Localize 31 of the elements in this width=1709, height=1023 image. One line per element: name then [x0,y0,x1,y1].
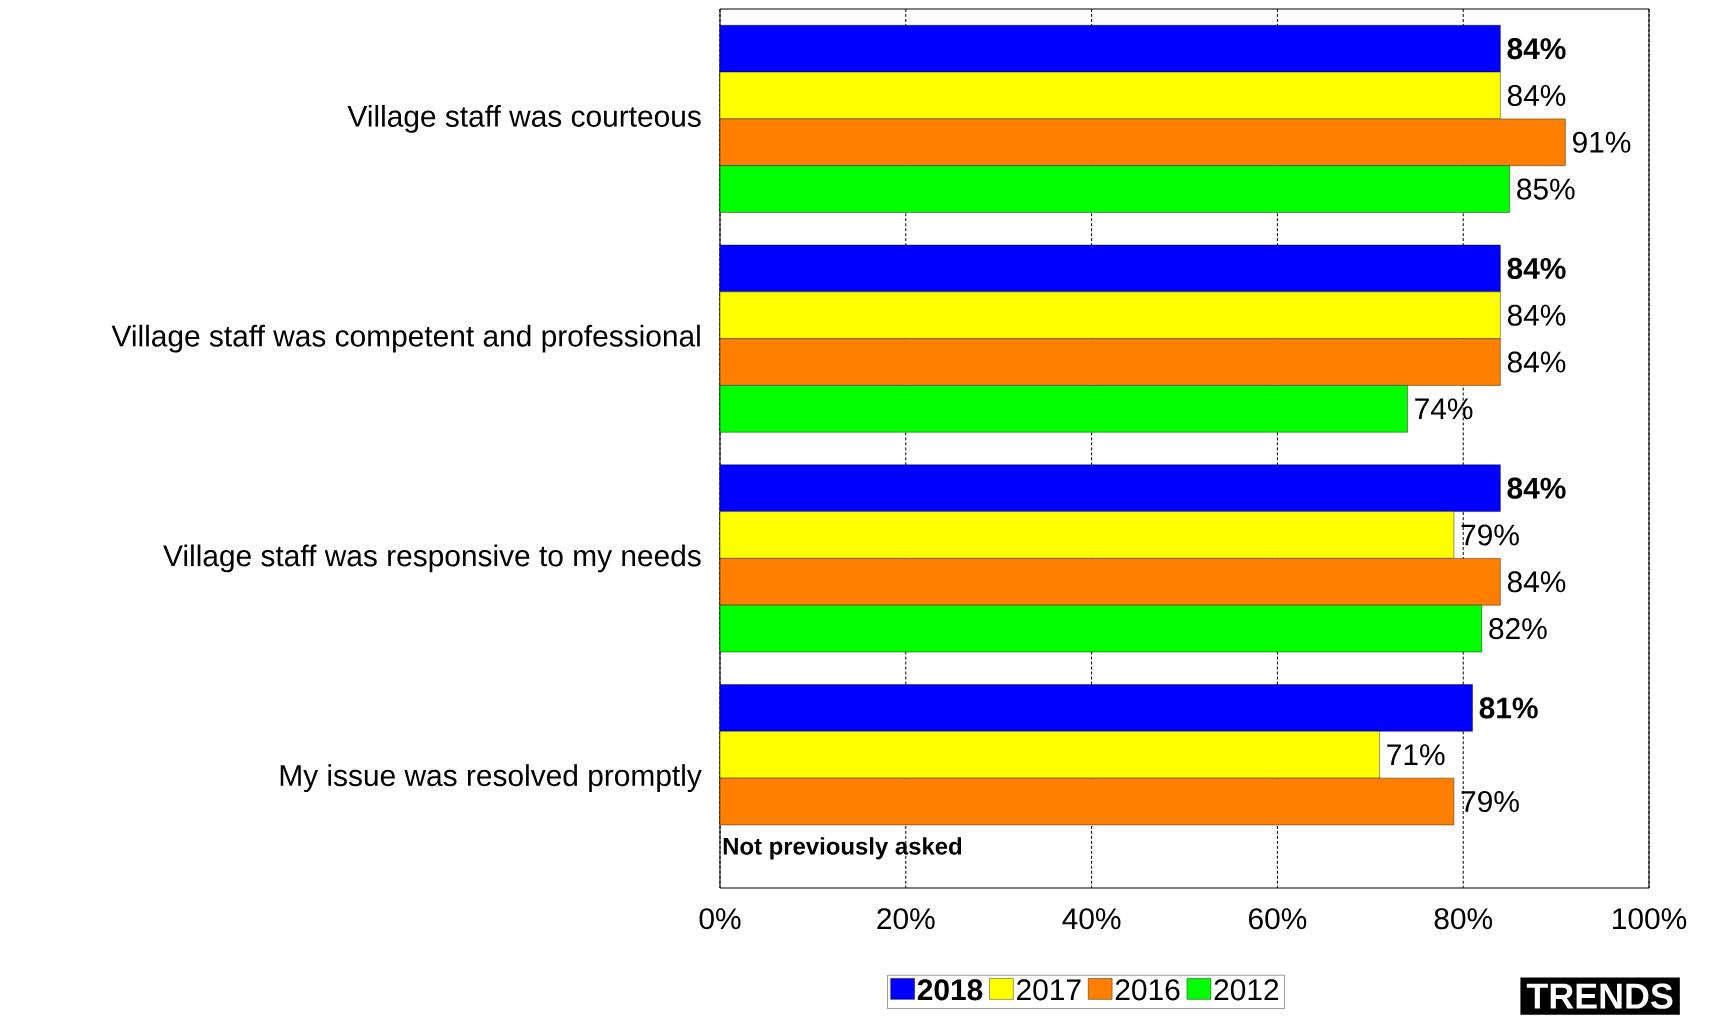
data-label: 74% [1415,398,1473,420]
data-label: 84% [1507,351,1566,373]
x-tick-label: 40% [1062,908,1121,930]
legend-label: 2016 [1115,979,1180,1001]
y-tick-label: My issue was resolved promptly [280,764,702,793]
annotation: Not previously asked [723,837,962,860]
x-tick-label: 100% [1613,908,1687,930]
x-tick-label: 0% [699,908,741,930]
x-tick-label: 60% [1249,908,1307,930]
legend-label: 2017 [1017,979,1081,1001]
x-tick-label: 80% [1434,908,1493,930]
y-tick-label: Village staff was courteous [347,104,701,133]
x-tick-label: 20% [877,908,935,930]
data-label: 84% [1507,571,1566,593]
y-tick-label: Village staff was responsive to my needs [163,544,701,573]
data-label: 71% [1387,744,1445,766]
legend-label: 2012 [1214,979,1279,1001]
data-label: 84% [1507,304,1566,326]
data-label: 81% [1479,697,1538,719]
data-label: 79% [1461,524,1519,546]
data-label: 82% [1489,618,1547,640]
y-tick-label: Village staff was competent and professional [111,324,700,353]
legend-label: 2018 [917,979,983,1001]
data-label: 84% [1507,84,1566,107]
data-label: 84% [1507,477,1566,499]
data-label: 91% [1572,131,1631,153]
data-label: 79% [1461,790,1519,813]
data-label: 84% [1507,38,1566,60]
data-label: 84% [1507,257,1566,279]
data-label: 85% [1517,178,1575,200]
text: TRENDS [1526,983,1673,1009]
